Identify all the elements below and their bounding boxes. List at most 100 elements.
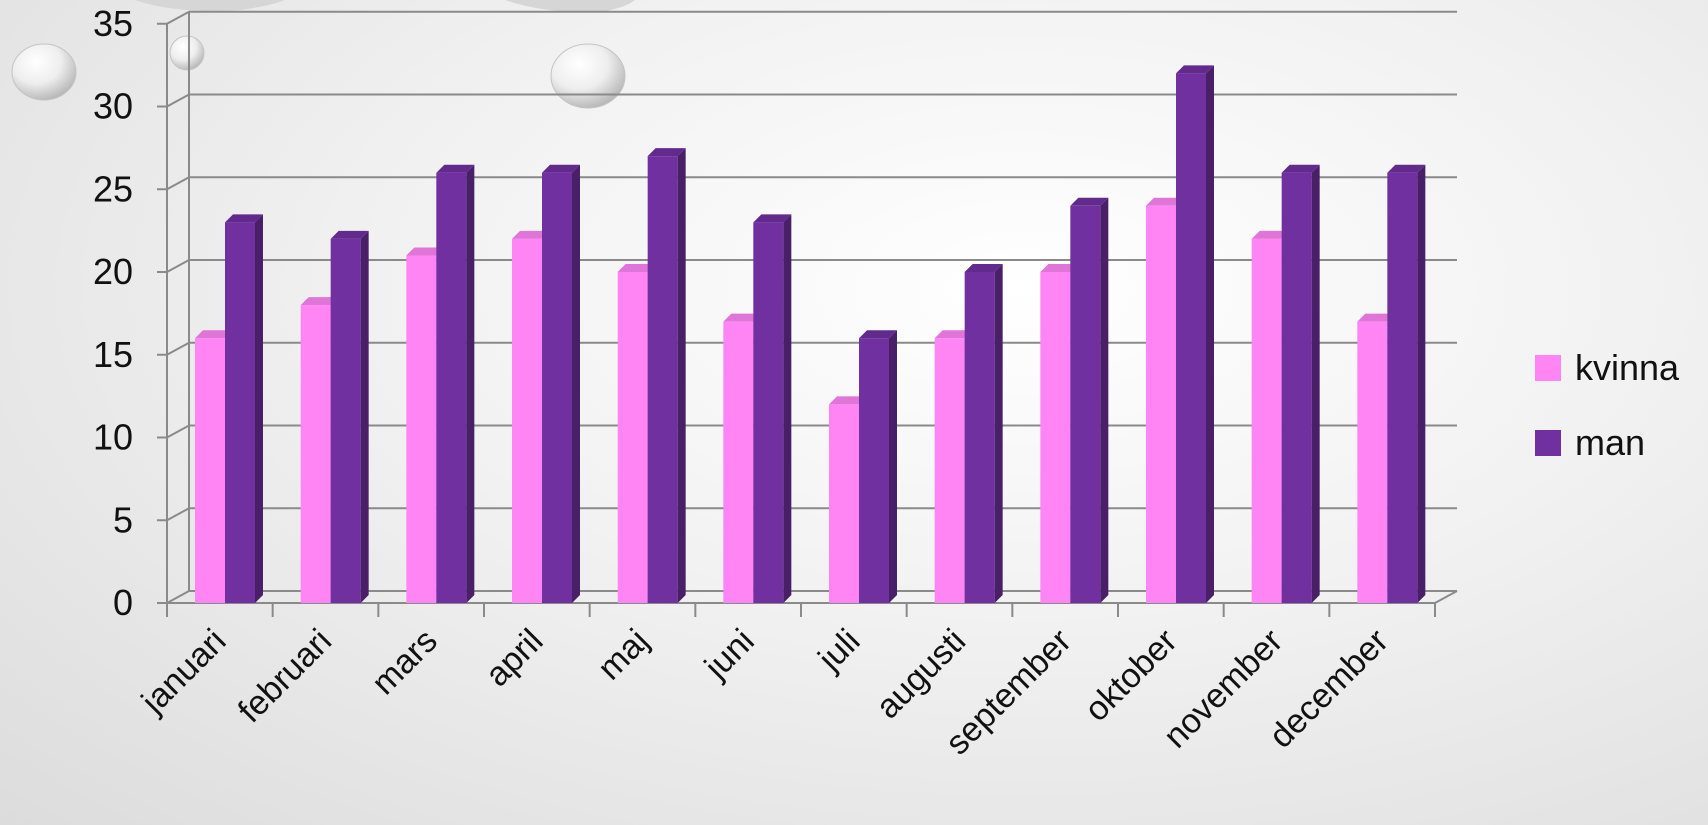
y-tick-label: 35: [93, 3, 133, 44]
bar-front: [1357, 321, 1388, 603]
bar-top: [723, 313, 762, 322]
gridline-diagonal: [166, 259, 190, 273]
x-category-label: augusti: [869, 622, 973, 726]
x-category-label: oktober: [1077, 622, 1184, 729]
x-category-label: mars: [365, 622, 445, 702]
bar-front: [1040, 272, 1071, 603]
bar-front: [1251, 238, 1282, 603]
legend-swatch: [1535, 430, 1561, 456]
bar-front: [1281, 172, 1312, 603]
y-tick-label: 10: [93, 417, 133, 458]
bar-top: [225, 214, 263, 223]
drop-decoration: [11, 43, 77, 101]
bar-side: [677, 148, 686, 603]
bar-side: [889, 330, 897, 603]
bar-top: [1146, 197, 1184, 206]
bar-top: [406, 247, 445, 256]
bar-top: [617, 264, 656, 272]
drop-decoration: [169, 35, 205, 71]
bar-man-mars: [436, 164, 475, 603]
drop-decoration: [135, 0, 285, 11]
bar-top: [934, 330, 973, 339]
bar-top: [330, 230, 369, 239]
bar-front: [1176, 73, 1206, 603]
bar-front: [436, 172, 467, 603]
bar-side: [1206, 65, 1214, 603]
bar-man-januari: [225, 214, 263, 603]
bar-front: [617, 272, 648, 603]
x-category-label: maj: [591, 622, 657, 688]
bar-man-februari: [330, 230, 369, 603]
legend-swatch: [1535, 355, 1561, 381]
bar-side: [1311, 164, 1320, 603]
bar-man-november: [1281, 164, 1320, 603]
drop-decoration: [505, 0, 635, 13]
bar-man-juli: [859, 330, 897, 603]
bar-man-december: [1387, 164, 1426, 603]
bar-front: [647, 156, 678, 603]
bar-front: [934, 338, 965, 603]
bar-front: [1387, 172, 1418, 603]
bars: [195, 65, 1426, 604]
bar-side: [572, 164, 580, 603]
legend-item-man: man: [1535, 422, 1645, 463]
decorative-drops: [11, 0, 635, 109]
bar-front: [1146, 205, 1176, 604]
bar-side: [255, 214, 263, 603]
gridline-diagonal: [166, 507, 190, 522]
bar-front: [723, 321, 754, 603]
gridline-diagonal: [166, 10, 190, 25]
bar-top: [195, 330, 233, 339]
bar-man-oktober: [1176, 65, 1214, 603]
y-axis-tick-labels: 0 5 10 15 20 25 30 35: [93, 3, 133, 623]
y-tick-label: 30: [93, 86, 133, 127]
gridline-diagonal: [166, 590, 190, 604]
bar-top: [753, 214, 792, 223]
bar-front: [330, 238, 361, 603]
y-tick-label: 20: [93, 251, 133, 292]
gridlines: [166, 10, 1457, 604]
bar-top: [964, 264, 1003, 272]
bar-front: [300, 305, 331, 603]
axes: [157, 22, 1458, 617]
bar-top: [436, 164, 475, 173]
y-tick-label: 0: [113, 582, 133, 623]
bar-top: [1281, 164, 1320, 173]
x-category-label: april: [478, 622, 550, 694]
bar-top: [1040, 264, 1079, 272]
bar-man-juni: [753, 214, 792, 603]
bar-top: [1251, 230, 1290, 239]
gridline-diagonal: [166, 424, 190, 439]
y-tick-label: 25: [93, 168, 133, 209]
bar-front: [542, 172, 572, 603]
gridline-diagonal: [166, 341, 190, 356]
bar-top: [512, 230, 550, 239]
y-tick-label: 5: [113, 499, 133, 540]
bar-top: [542, 164, 580, 173]
bar-front: [225, 222, 255, 603]
bar-top: [1387, 164, 1426, 173]
gridline-diagonal: [166, 176, 190, 191]
legend-item-kvinna: kvinna: [1535, 347, 1680, 388]
gridline-diagonal: [166, 93, 190, 108]
bar-side: [360, 230, 369, 603]
bar-man-april: [542, 164, 580, 603]
bar-top: [1357, 313, 1396, 322]
bar-man-september: [1070, 197, 1109, 604]
bar-front: [406, 255, 437, 603]
x-category-label: juni: [697, 622, 762, 687]
bar-front: [753, 222, 784, 603]
bar-front: [829, 404, 859, 603]
legend: kvinna man: [1535, 347, 1680, 463]
drop-decoration: [550, 43, 626, 109]
bar-front: [512, 238, 542, 603]
bar-top: [829, 396, 867, 405]
floor-edge: [1434, 590, 1458, 604]
bar-man-maj: [647, 148, 686, 603]
x-category-label: januari: [134, 622, 234, 722]
x-category-label: februari: [231, 622, 339, 730]
bar-top: [300, 297, 339, 306]
bar-side: [466, 164, 475, 603]
